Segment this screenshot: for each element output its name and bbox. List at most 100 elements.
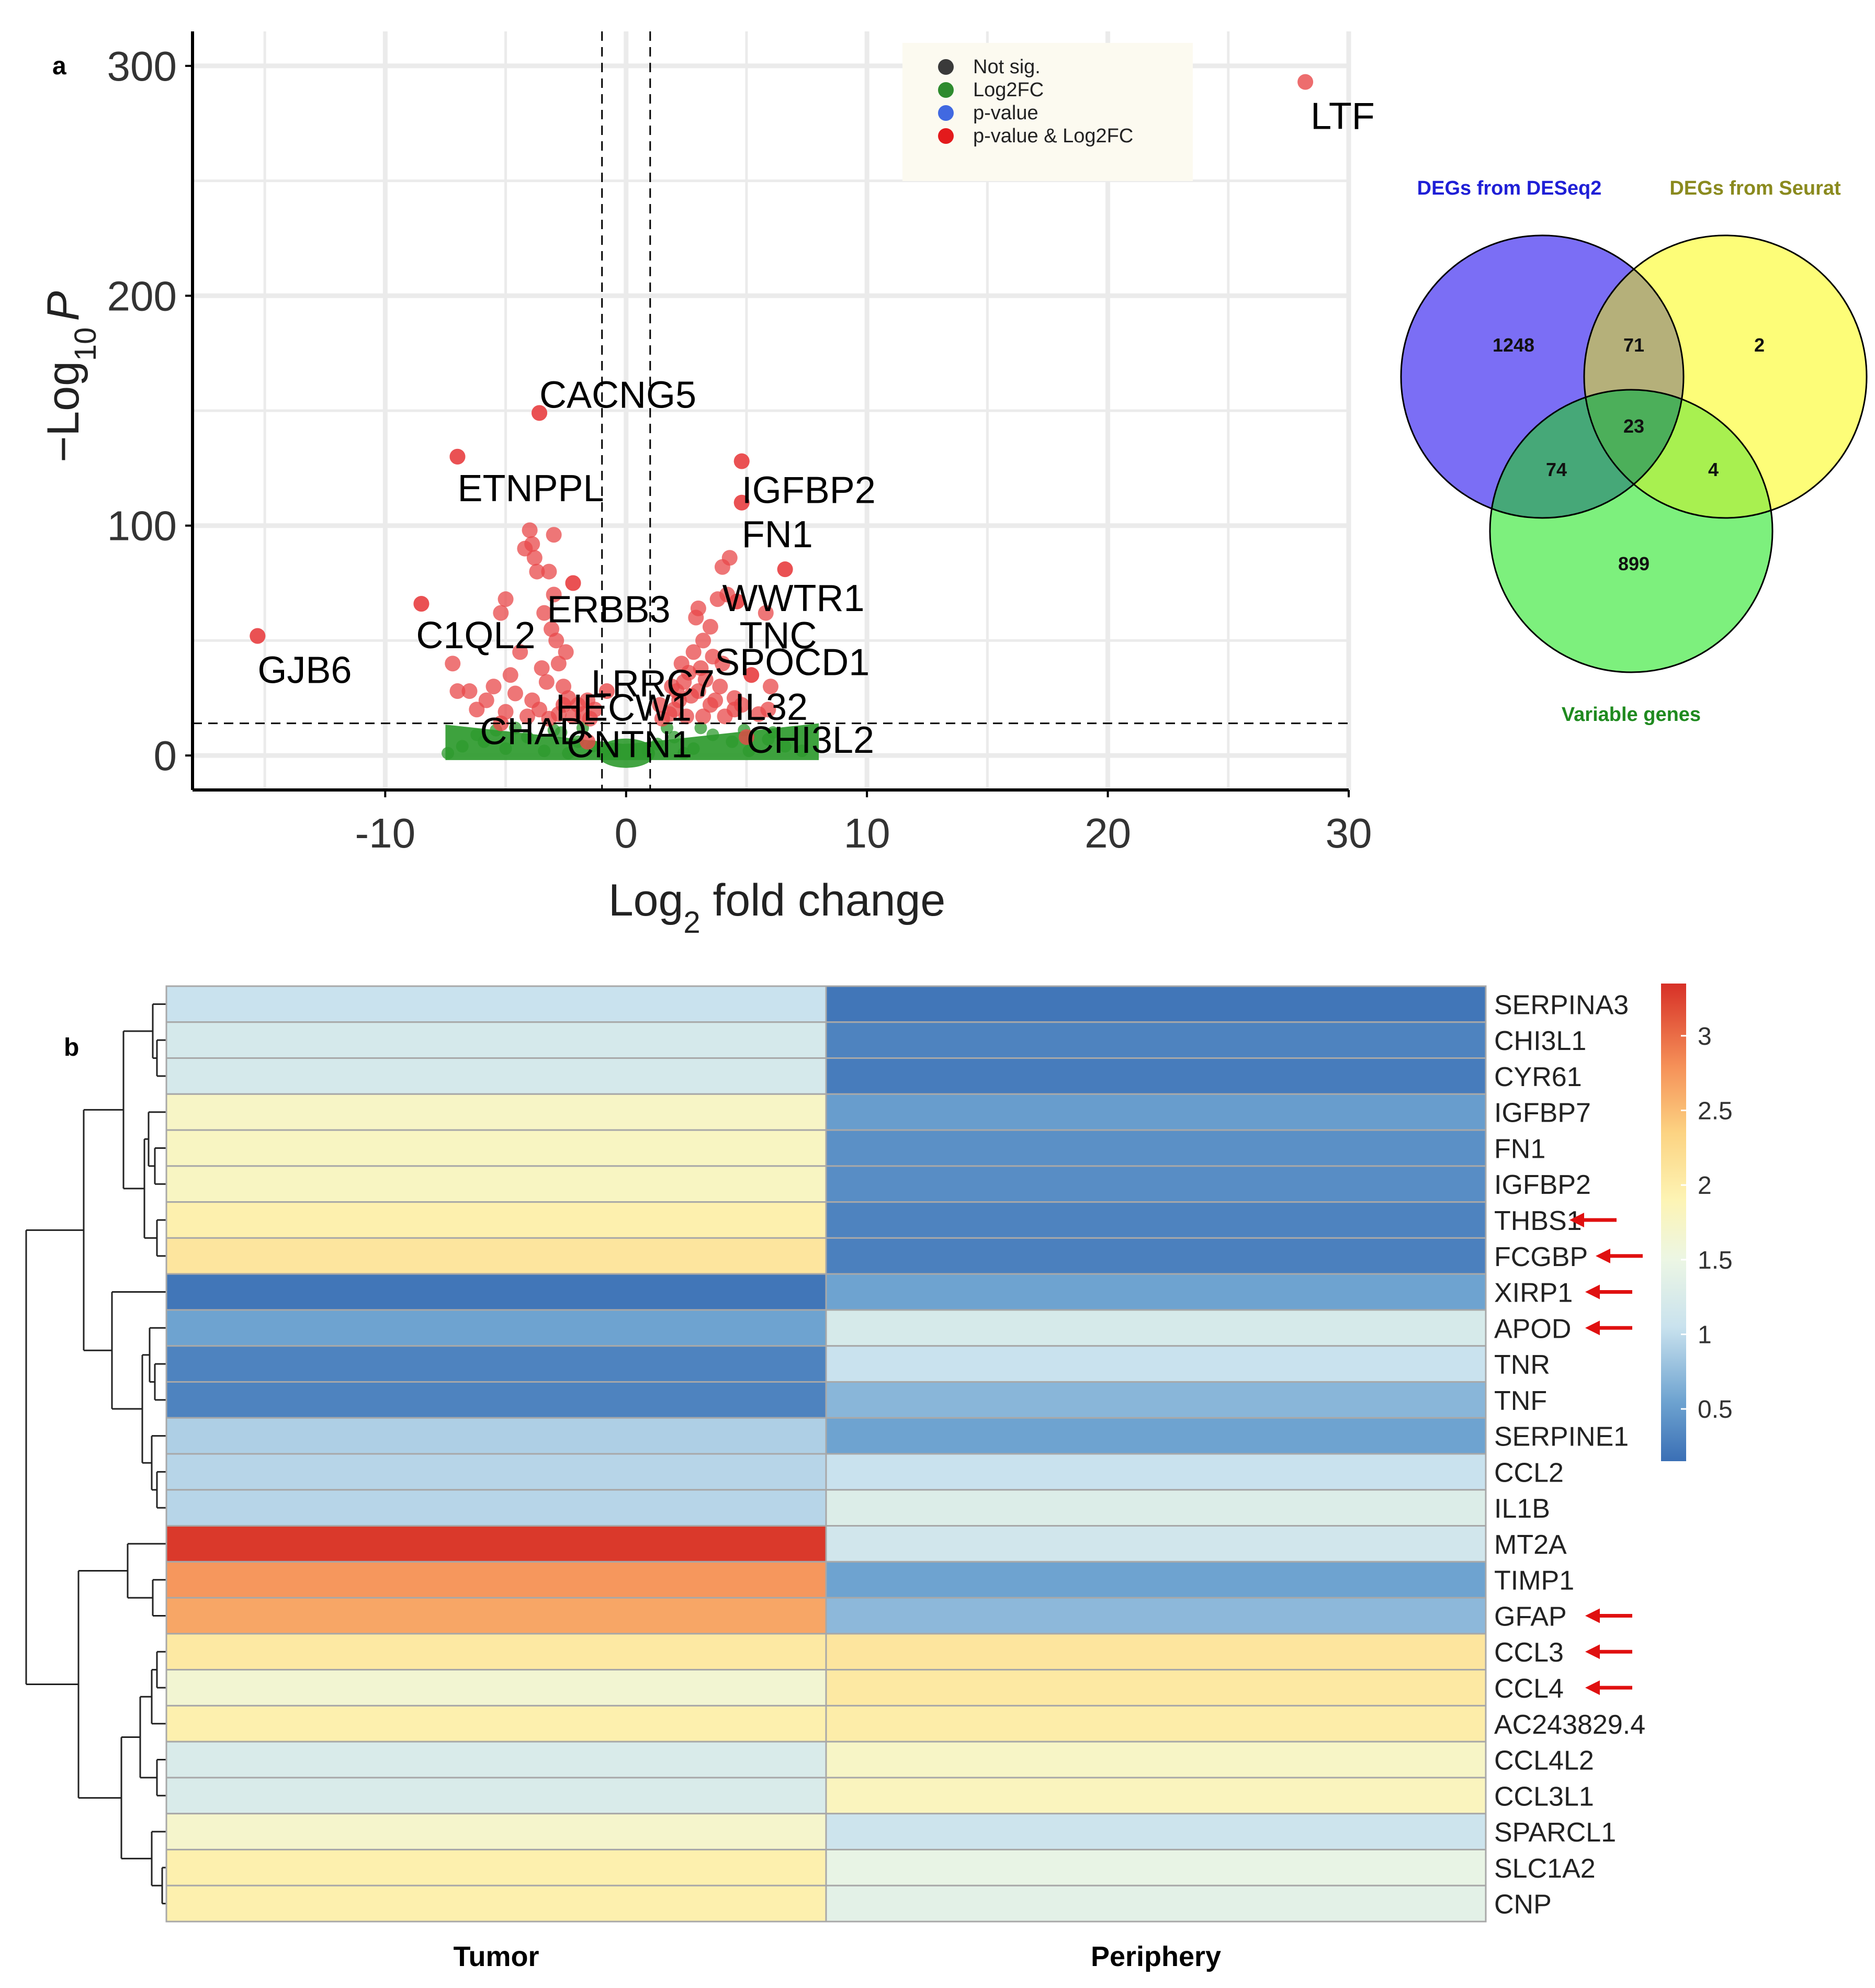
sig-point xyxy=(673,656,690,672)
row-label-cnp: CNP xyxy=(1494,1890,1552,1920)
sig-point xyxy=(565,708,581,725)
gene-point-igfbp2 xyxy=(733,453,750,469)
fc-point xyxy=(651,738,664,751)
sig-point xyxy=(522,522,538,538)
sig-point xyxy=(546,586,562,603)
sig-point xyxy=(712,679,728,695)
panel-label-a: a xyxy=(52,52,66,80)
x-tick-label: 10 xyxy=(844,810,890,856)
gene-point-gjb6 xyxy=(250,628,266,644)
heatmap-cell xyxy=(165,1273,827,1311)
heatmap-cell xyxy=(165,1633,827,1671)
heatmap-cell xyxy=(165,1704,827,1743)
heatmap-cell xyxy=(165,1093,827,1131)
sig-point xyxy=(707,692,724,708)
sig-point xyxy=(714,559,730,575)
fc-point xyxy=(677,747,691,760)
row-label-slc1a2: SLC1A2 xyxy=(1494,1854,1596,1884)
colorbar-tick-label: 2.5 xyxy=(1698,1098,1733,1125)
heatmap-cell xyxy=(825,1201,1487,1239)
x-tick-label: -10 xyxy=(355,810,416,856)
red-arrow-apod xyxy=(1585,1320,1632,1336)
fc-point xyxy=(778,740,792,753)
row-label-xirp1: XIRP1 xyxy=(1494,1278,1573,1308)
legend-label: p-value & Log2FC xyxy=(973,125,1133,147)
heatmap-cell xyxy=(165,1381,827,1419)
gene-label-gjb6: GJB6 xyxy=(257,650,352,692)
fc-point xyxy=(687,742,700,755)
fc-point xyxy=(668,730,681,743)
gene-point-fn1 xyxy=(733,494,750,511)
gene-point-chi3l2 xyxy=(738,729,754,745)
sig-point xyxy=(664,679,680,695)
row-label-chi3l1: CHI3L1 xyxy=(1494,1026,1586,1056)
red-arrow-ccl4 xyxy=(1585,1680,1632,1695)
gene-label-igfbp2: IGFBP2 xyxy=(742,470,876,512)
row-label-tnf: TNF xyxy=(1494,1386,1547,1416)
x-tick-label: 30 xyxy=(1326,810,1372,856)
gene-label-fn1: FN1 xyxy=(742,514,813,556)
heatmap-cell xyxy=(165,1237,827,1275)
heatmap-cell xyxy=(825,1453,1487,1491)
fc-point xyxy=(499,742,512,755)
gene-label-ltf: LTF xyxy=(1311,96,1375,138)
venn-title-variable: Variable genes xyxy=(1562,704,1701,726)
legend-swatch xyxy=(938,59,954,75)
gene-point-il32 xyxy=(726,702,742,718)
x-axis-title: Log2 fold change xyxy=(608,875,945,940)
row-label-gfap: GFAP xyxy=(1494,1601,1567,1632)
column-label-tumor: Tumor xyxy=(454,1941,539,1972)
gene-point-ltf xyxy=(1297,74,1314,90)
venn-count-deseq2-seurat: 71 xyxy=(1623,334,1644,356)
fc-point xyxy=(742,744,755,758)
heatmap-cell xyxy=(165,1741,827,1779)
gene-label-erbb3: ERBB3 xyxy=(547,589,670,631)
fc-point xyxy=(456,740,469,753)
row-label-timp1: TIMP1 xyxy=(1494,1566,1574,1596)
row-label-fcgbp: FCGBP xyxy=(1494,1242,1588,1272)
heatmap-cell xyxy=(165,1813,827,1850)
row-label-apod: APOD xyxy=(1494,1314,1571,1344)
row-label-serpina3: SERPINA3 xyxy=(1494,990,1629,1020)
venn-title-deseq2: DEGs from DESeq2 xyxy=(1417,177,1602,199)
heatmap-cell xyxy=(825,1633,1487,1671)
legend-label: Log2FC xyxy=(973,79,1044,101)
venn-count-deseq2-variable: 74 xyxy=(1546,459,1567,480)
venn-title-seurat: DEGs from Seurat xyxy=(1669,177,1841,199)
row-label-mt2a: MT2A xyxy=(1494,1530,1567,1560)
venn-diagram: DEGs from DESeq2 DEGs from Seurat Variab… xyxy=(1400,177,1868,726)
sig-point xyxy=(507,685,523,702)
gene-label-lrrc7: LRRC7 xyxy=(591,663,715,705)
sig-point xyxy=(702,619,718,635)
sig-point xyxy=(714,656,730,672)
gene-point-spocd1 xyxy=(743,667,760,683)
heatmap-cell xyxy=(825,1489,1487,1527)
red-arrow-thbs1 xyxy=(1569,1213,1617,1227)
row-label-thbs1: THBS1 xyxy=(1494,1206,1582,1236)
sig-point xyxy=(534,660,550,676)
sig-point xyxy=(548,632,564,649)
gene-label-hecw1: HECW1 xyxy=(556,687,692,729)
gene-point-c1ql2 xyxy=(413,596,430,612)
gene-point-lrrc7 xyxy=(598,683,615,699)
gene-label-cacng5: CACNG5 xyxy=(539,374,696,416)
gene-label-spocd1: SPOCD1 xyxy=(715,641,869,683)
legend-label: p-value xyxy=(973,102,1038,124)
gene-point-cacng5 xyxy=(532,405,547,421)
venn-count-seurat-variable: 4 xyxy=(1708,459,1719,480)
row-label-serpine1: SERPINE1 xyxy=(1494,1422,1629,1452)
fc-point xyxy=(521,730,534,743)
column-label-periphery: Periphery xyxy=(1091,1941,1221,1972)
colorbar-tick-label: 1.5 xyxy=(1698,1247,1733,1274)
heatmap-cell xyxy=(825,1848,1487,1887)
sig-point xyxy=(760,702,776,718)
colorbar-tick-label: 2 xyxy=(1698,1172,1712,1200)
heatmap-cell xyxy=(825,1669,1487,1707)
sig-point xyxy=(685,644,702,660)
sig-point xyxy=(493,605,509,621)
heatmap-cell xyxy=(165,1884,827,1923)
sig-point xyxy=(538,674,555,690)
